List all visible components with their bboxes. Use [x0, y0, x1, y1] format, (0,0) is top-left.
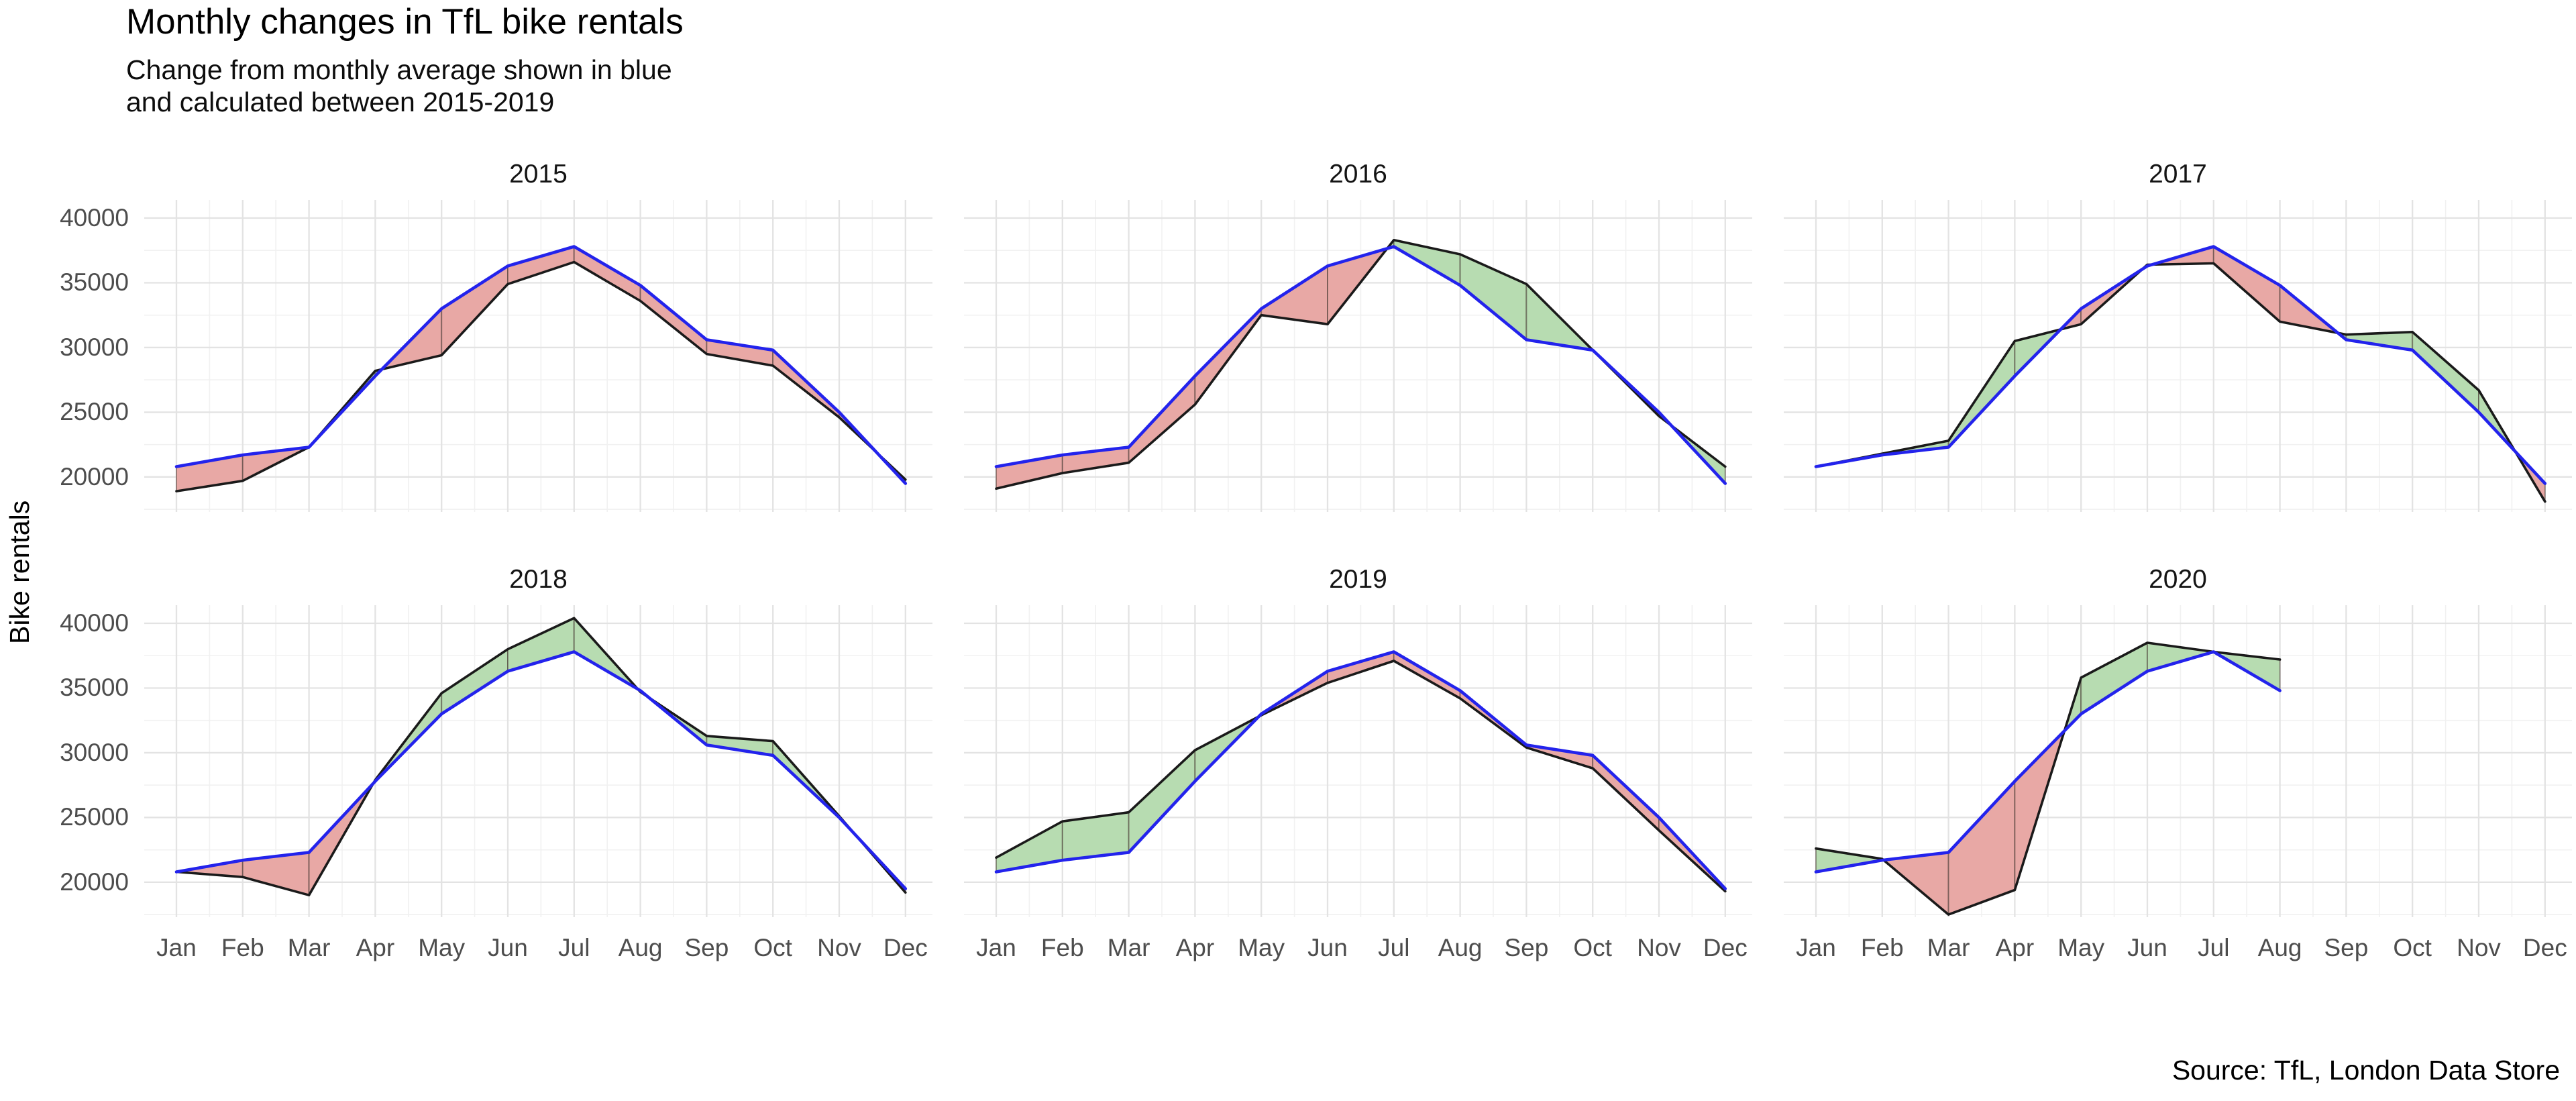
average-line	[174, 650, 908, 890]
average-line	[994, 245, 1727, 485]
x-tick-label: Oct	[2393, 934, 2432, 961]
facet-title-2018: 2018	[509, 565, 568, 594]
x-tick-label: Sep	[684, 934, 729, 961]
facet-title-2015: 2015	[509, 160, 568, 189]
facet-panel-2015	[144, 200, 932, 512]
y-tick-label: 40000	[60, 204, 129, 231]
x-tick-label: Dec	[883, 934, 928, 961]
x-tick-label: Jan	[156, 934, 197, 961]
x-tick-label: Oct	[753, 934, 792, 961]
facet-title-2016: 2016	[1329, 160, 1387, 189]
chart-subtitle-line1: Change from monthly average shown in blu…	[126, 54, 672, 85]
x-tick-label: Jul	[2198, 934, 2230, 961]
x-tick-label: May	[1238, 934, 1285, 961]
actual-line-2017	[1815, 262, 2546, 503]
x-tick-label: Apr	[1995, 934, 2035, 961]
x-tick-label: Dec	[1703, 934, 1748, 961]
x-tick-label: Sep	[1504, 934, 1549, 961]
facet-title-2017: 2017	[2149, 160, 2207, 189]
facet-panel-2018	[144, 605, 932, 917]
y-tick-label: 25000	[60, 398, 129, 426]
x-tick-label: May	[2057, 934, 2105, 961]
x-tick-label: Sep	[2324, 934, 2369, 961]
x-tick-label: Jan	[976, 934, 1016, 961]
y-tick-label: 30000	[60, 738, 129, 766]
x-tick-label: Apr	[1175, 934, 1215, 961]
x-tick-label: Dec	[2522, 934, 2567, 961]
facet-panel-2019	[964, 605, 1752, 917]
x-tick-label: Aug	[618, 934, 663, 961]
y-tick-label: 20000	[60, 462, 129, 490]
x-tick-label: Oct	[1573, 934, 1612, 961]
x-tick-label: Nov	[817, 934, 861, 961]
x-tick-label: Jul	[558, 934, 590, 961]
x-tick-label: Jan	[1796, 934, 1836, 961]
x-tick-label: Nov	[1637, 934, 1681, 961]
y-tick-label: 35000	[60, 674, 129, 702]
average-line	[174, 245, 908, 485]
x-tick-label: Apr	[356, 934, 395, 961]
x-tick-label: Mar	[1107, 934, 1150, 961]
actual-line-2019	[995, 660, 1727, 893]
actual-line-2018	[175, 617, 907, 897]
x-tick-label: Mar	[1927, 934, 1970, 961]
y-tick-label: 40000	[60, 609, 129, 637]
chart-subtitle: Change from monthly average shown in blu…	[126, 54, 672, 119]
facet-panel-2016	[964, 200, 1752, 512]
x-tick-label: Aug	[2257, 934, 2302, 961]
actual-line-2015	[175, 260, 907, 492]
x-tick-label: Jun	[488, 934, 528, 961]
x-tick-label: Aug	[1438, 934, 1483, 961]
facet-panel-2017	[1784, 200, 2572, 512]
x-tick-label: Jul	[1378, 934, 1410, 961]
x-tick-label: May	[418, 934, 466, 961]
x-tick-label: Jun	[1307, 934, 1348, 961]
x-tick-label: Mar	[287, 934, 331, 961]
x-tick-label: Feb	[1860, 934, 1904, 961]
y-tick-label: 30000	[60, 333, 129, 361]
x-tick-label: Feb	[1040, 934, 1084, 961]
average-line	[1814, 245, 2547, 485]
y-tick-label: 20000	[60, 868, 129, 896]
y-tick-label: 25000	[60, 803, 129, 831]
chart-subtitle-line2: and calculated between 2015-2019	[126, 87, 555, 118]
x-tick-label: Feb	[221, 934, 264, 961]
facet-panel-2020	[1784, 605, 2572, 917]
source-note: Source: TfL, London Data Store	[2171, 1055, 2560, 1086]
actual-line-2020	[1815, 641, 2282, 916]
facet-title-2020: 2020	[2149, 565, 2207, 594]
y-tick-label: 35000	[60, 268, 129, 297]
x-tick-label: Nov	[2457, 934, 2501, 961]
x-tick-label: Jun	[2127, 934, 2167, 961]
facet-title-2019: 2019	[1329, 565, 1387, 594]
average-line	[1814, 650, 2282, 874]
average-line	[994, 650, 1727, 890]
chart-title: Monthly changes in TfL bike rentals	[126, 2, 684, 42]
